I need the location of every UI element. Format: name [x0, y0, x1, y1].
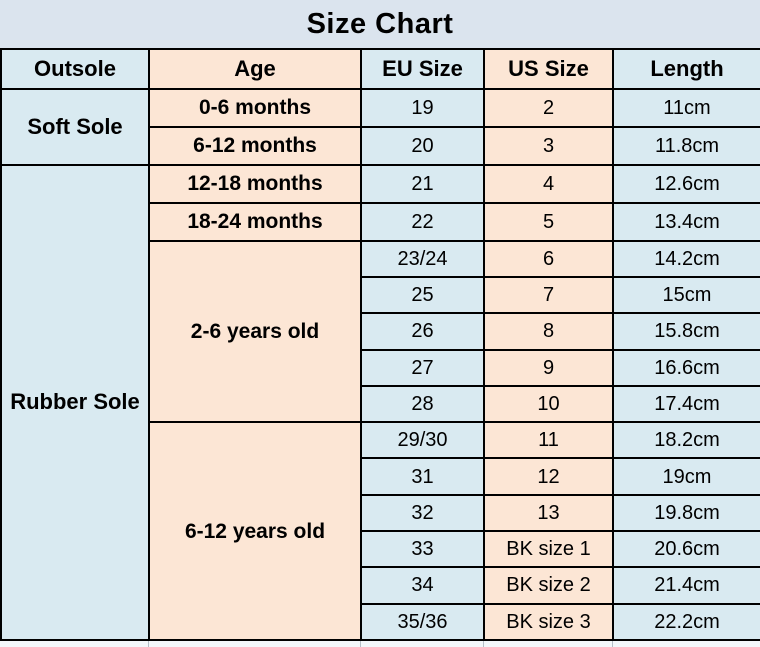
us-size-cell: 11 [483, 421, 614, 460]
length-cell: 16.6cm [612, 348, 760, 387]
length-cell: 17.4cm [612, 384, 760, 424]
gridline [360, 641, 361, 647]
length-cell: 21.4cm [612, 566, 760, 605]
length-cell: 19cm [612, 457, 760, 496]
gridline [483, 641, 484, 647]
us-size-cell: 7 [483, 276, 614, 315]
table-row: 28 10 17.4cm [1, 384, 760, 424]
column-header-length: Length [612, 48, 760, 90]
column-header-age: Age [148, 48, 362, 90]
eu-size-cell: 29/30 [360, 421, 485, 460]
gridline [148, 641, 149, 647]
table-header-row: Outsole Age EU Size US Size Length [0, 48, 760, 90]
us-size-cell: 9 [483, 348, 614, 387]
us-size-cell: 5 [483, 201, 614, 242]
column-header-outsole: Outsole [0, 48, 150, 90]
eu-size-cell: 32 [360, 493, 485, 533]
length-cell: 12.6cm [612, 163, 760, 204]
eu-size-cell: 35/36 [360, 602, 485, 642]
us-size-cell: 13 [483, 493, 614, 533]
eu-size-cell: 34 [360, 566, 485, 605]
table-row: 6-12 months 20 3 11.8cm [1, 125, 760, 166]
table-row: 26 8 15.8cm [1, 312, 760, 351]
us-size-cell: 6 [483, 239, 614, 279]
length-cell: 15.8cm [612, 312, 760, 351]
outsole-cell: Soft Sole [0, 88, 150, 166]
eu-size-cell: 23/24 [360, 239, 485, 279]
eu-size-cell: 25 [360, 276, 485, 315]
table-row: 34 BK size 2 21.4cm [1, 566, 760, 605]
length-cell: 19.8cm [612, 493, 760, 533]
us-size-cell: 10 [483, 384, 614, 424]
us-size-cell: 12 [483, 457, 614, 496]
length-cell: 14.2cm [612, 239, 760, 279]
us-size-cell: BK size 1 [483, 529, 614, 569]
length-cell: 20.6cm [612, 529, 760, 569]
us-size-cell: 2 [483, 88, 614, 128]
length-cell: 22.2cm [612, 602, 760, 642]
age-cell: 6-12 years old [148, 421, 362, 641]
gridline [612, 641, 613, 647]
us-size-cell: 4 [483, 163, 614, 204]
size-chart-table: Outsole Age EU Size US Size Length Soft Sole… [0, 48, 760, 642]
table-row: 6-12 years old 29/30 11 18.2cm [1, 421, 760, 641]
column-header-eu-size: EU Size [360, 48, 485, 90]
length-cell: 11cm [612, 88, 760, 128]
length-cell: 11.8cm [612, 125, 760, 166]
cropped-next-row [0, 641, 760, 647]
age-cell: 6-12 months [148, 125, 362, 166]
table-row: Rubber Sole 12-18 months 21 4 12.6cm [0, 163, 760, 642]
length-cell: 18.2cm [612, 421, 760, 460]
us-size-cell: BK size 2 [483, 566, 614, 605]
table-row: 27 9 16.6cm [1, 348, 760, 387]
eu-size-cell: 19 [360, 88, 485, 128]
eu-size-cell: 20 [360, 125, 485, 166]
age-cell: 0-6 months [148, 88, 362, 128]
eu-size-cell: 26 [360, 312, 485, 351]
length-cell: 13.4cm [612, 201, 760, 242]
eu-size-cell: 27 [360, 348, 485, 387]
table-row: 35/36 BK size 3 22.2cm [1, 602, 760, 642]
age-cell: 12-18 months [148, 163, 362, 204]
table-body: Soft Sole 0-6 months 19 2 11cm 6-12 months 20 3… [0, 88, 760, 642]
eu-size-cell: 31 [360, 457, 485, 496]
eu-size-cell: 22 [360, 201, 485, 242]
table-row: 25 7 15cm [1, 276, 760, 315]
age-cell: 18-24 months [148, 201, 362, 242]
table-row: 2-6 years old 23/24 6 14.2cm [1, 239, 760, 424]
eu-size-cell: 33 [360, 529, 485, 569]
page-title: Size Chart [306, 7, 454, 40]
table-row: 18-24 months 22 5 13.4cm [1, 201, 760, 242]
table-row: 33 BK size 1 20.6cm [1, 529, 760, 569]
table-row: 32 13 19.8cm [1, 493, 760, 533]
us-size-cell: 3 [483, 125, 614, 166]
us-size-cell: 8 [483, 312, 614, 351]
table-row: 31 12 19cm [1, 457, 760, 496]
age-cell: 2-6 years old [148, 239, 362, 424]
eu-size-cell: 28 [360, 384, 485, 424]
us-size-cell: BK size 3 [483, 602, 614, 642]
table-row: Soft Sole 0-6 months 19 2 11cm [0, 88, 760, 166]
outsole-cell: Rubber Sole [0, 163, 150, 642]
length-cell: 15cm [612, 276, 760, 315]
column-header-us-size: US Size [483, 48, 614, 90]
eu-size-cell: 21 [360, 163, 485, 204]
